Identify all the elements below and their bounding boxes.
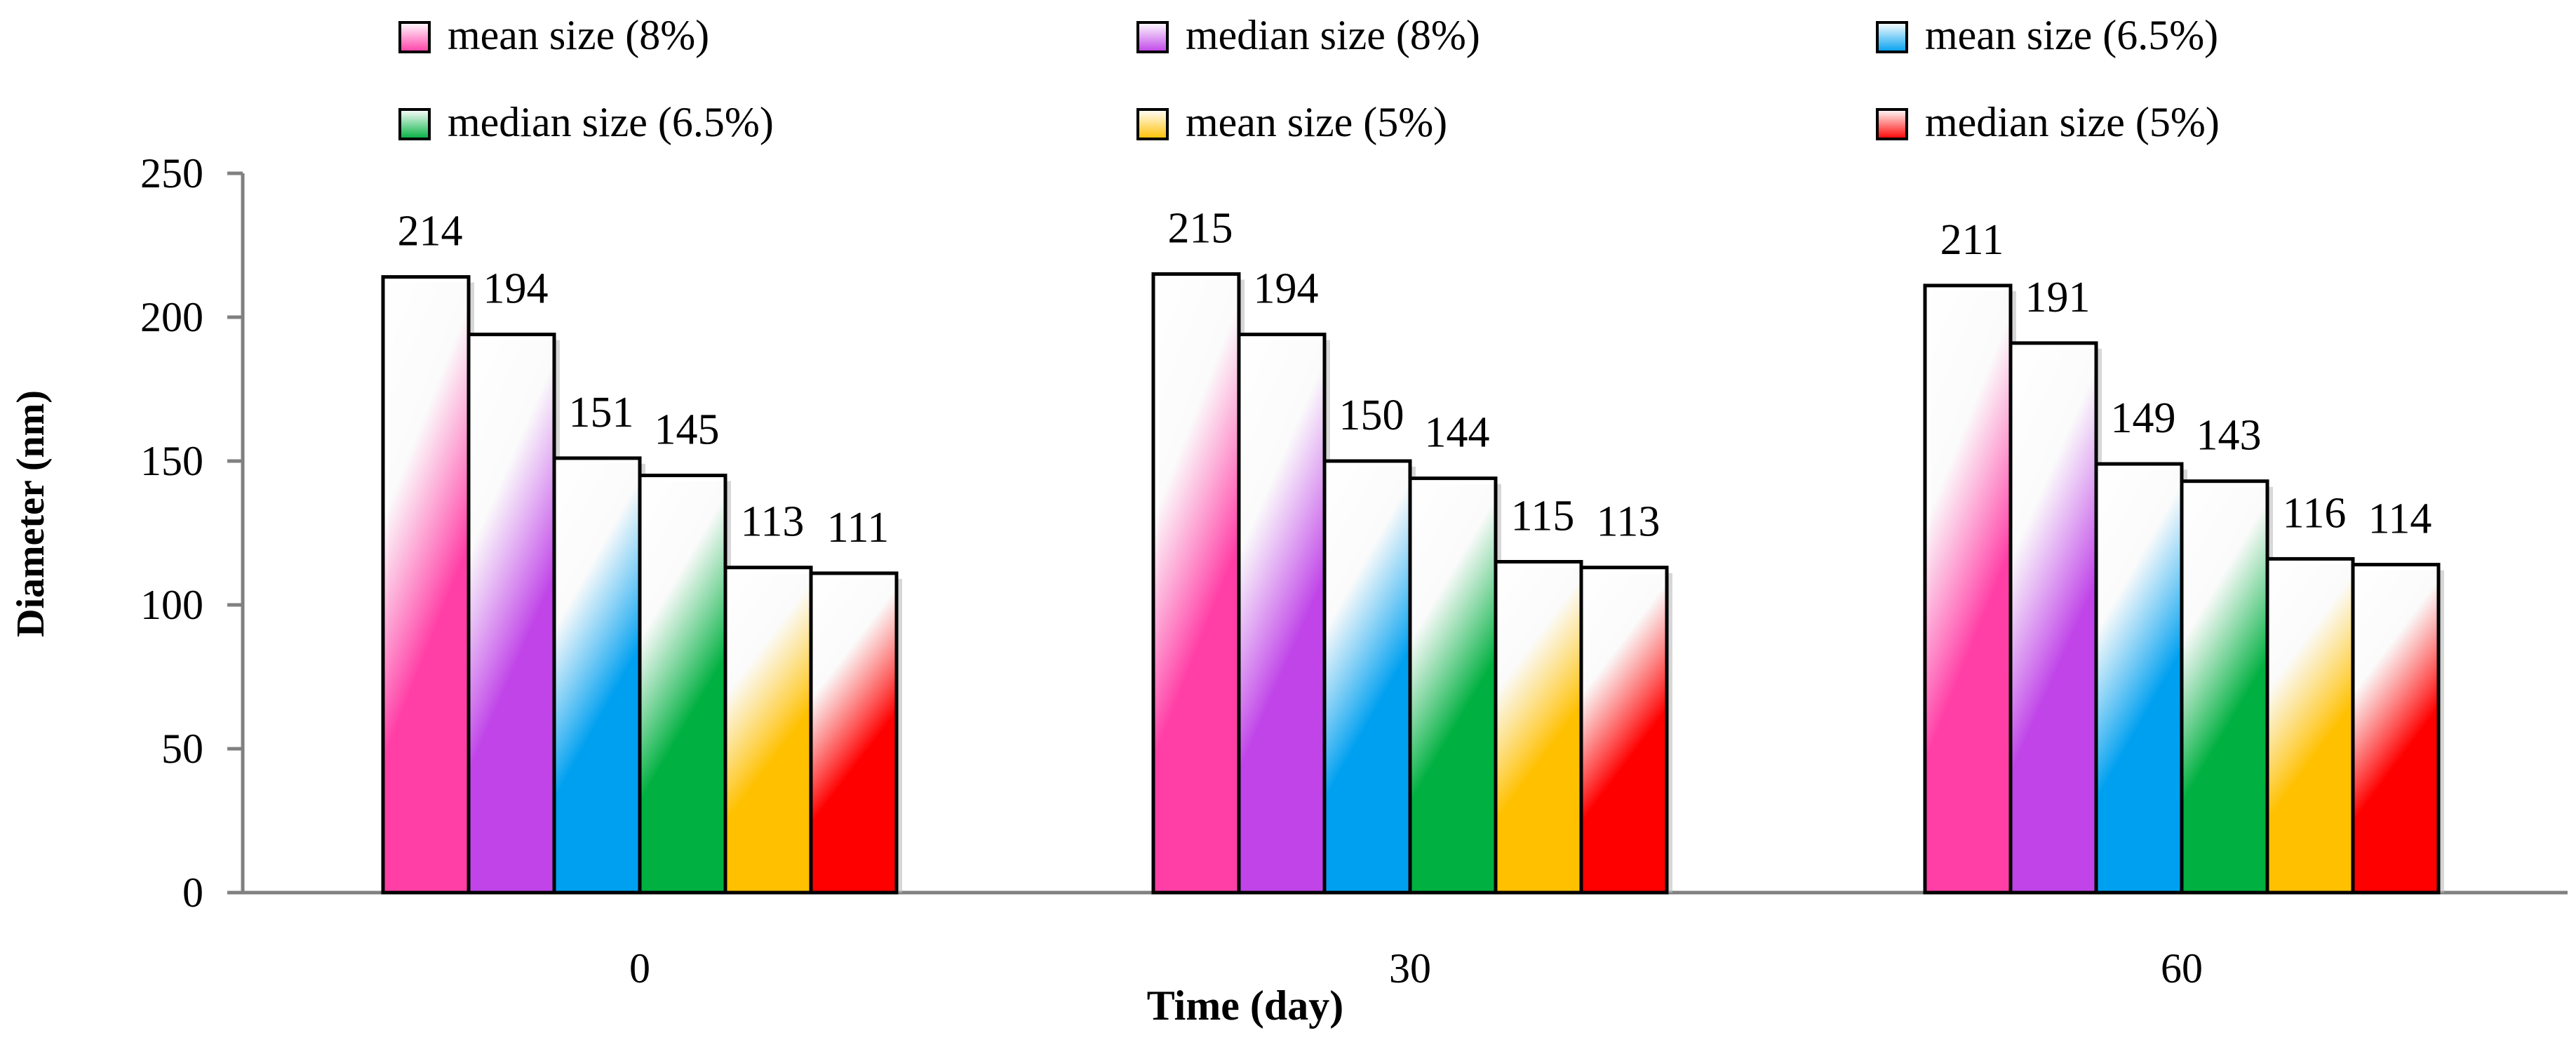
bars-group bbox=[381, 272, 2444, 895]
data-label: 211 bbox=[1940, 216, 2004, 264]
bar bbox=[2180, 479, 2269, 895]
bar bbox=[1408, 476, 1498, 895]
data-label: 143 bbox=[2196, 412, 2262, 460]
data-label: 194 bbox=[483, 265, 549, 313]
bar bbox=[552, 456, 642, 895]
y-tick-label: 200 bbox=[140, 294, 203, 340]
legend-swatch bbox=[1136, 21, 1169, 53]
data-label: 149 bbox=[2111, 394, 2176, 442]
data-label: 113 bbox=[741, 498, 805, 546]
data-label: 150 bbox=[1339, 392, 1404, 439]
data-label: 111 bbox=[827, 504, 889, 552]
y-tick-label: 250 bbox=[140, 150, 203, 196]
data-label: 116 bbox=[2283, 489, 2347, 537]
bar bbox=[2008, 341, 2098, 895]
x-axis-title: Time (day) bbox=[1147, 982, 1344, 1029]
y-tick-label: 150 bbox=[140, 438, 203, 484]
data-label: 191 bbox=[2025, 274, 2091, 321]
value-labels-group: 214 215 211 194 194 191 151 150 149 145 144 143 113 1… bbox=[398, 205, 2432, 552]
legend-label: mean size (6.5%) bbox=[1925, 12, 2218, 58]
x-axis: 0 30 60 bbox=[243, 890, 2568, 992]
legend-label: mean size (8%) bbox=[448, 12, 709, 58]
y-tick-label: 100 bbox=[140, 582, 203, 628]
bar bbox=[1923, 283, 2013, 895]
legend-label: median size (5%) bbox=[1925, 99, 2220, 145]
y-axis-title: Diameter (nm) bbox=[9, 390, 53, 637]
legend-swatch bbox=[1876, 108, 1908, 140]
data-label: 215 bbox=[1168, 205, 1233, 253]
legend-label: median size (8%) bbox=[1186, 12, 1480, 58]
data-label: 214 bbox=[398, 208, 463, 255]
bar bbox=[2094, 462, 2184, 895]
y-tick-label: 50 bbox=[161, 726, 203, 772]
bar bbox=[381, 275, 471, 895]
y-tick-label: 0 bbox=[182, 869, 203, 916]
y-axis: 0 50 100 150 200 250 bbox=[140, 150, 245, 916]
data-label: 114 bbox=[2368, 495, 2432, 543]
x-tick-label: 60 bbox=[2161, 945, 2203, 992]
bar bbox=[467, 333, 556, 895]
bar bbox=[2265, 556, 2355, 895]
data-label: 115 bbox=[1511, 493, 1575, 540]
x-tick-label: 0 bbox=[629, 945, 650, 992]
bar bbox=[2351, 563, 2441, 895]
legend-swatch bbox=[398, 21, 431, 53]
bar bbox=[1237, 333, 1327, 895]
bar bbox=[1494, 560, 1583, 895]
legend-swatch bbox=[398, 108, 431, 140]
data-label: 144 bbox=[1425, 409, 1490, 457]
legend: mean size (8%) median size (8%) mean size … bbox=[398, 12, 2220, 145]
bar bbox=[1322, 459, 1412, 895]
data-label: 113 bbox=[1597, 498, 1661, 546]
x-tick-label: 30 bbox=[1389, 945, 1431, 992]
bar bbox=[723, 566, 813, 895]
legend-label: median size (6.5%) bbox=[448, 99, 774, 145]
bar bbox=[1151, 272, 1241, 895]
data-label: 194 bbox=[1254, 265, 1319, 313]
legend-swatch bbox=[1136, 108, 1169, 140]
data-label: 151 bbox=[569, 389, 634, 436]
legend-swatch bbox=[1876, 21, 1908, 53]
legend-label: mean size (5%) bbox=[1186, 99, 1447, 145]
data-label: 145 bbox=[655, 406, 720, 454]
bar bbox=[1579, 566, 1669, 895]
bar bbox=[809, 571, 899, 895]
bar bbox=[638, 474, 727, 895]
